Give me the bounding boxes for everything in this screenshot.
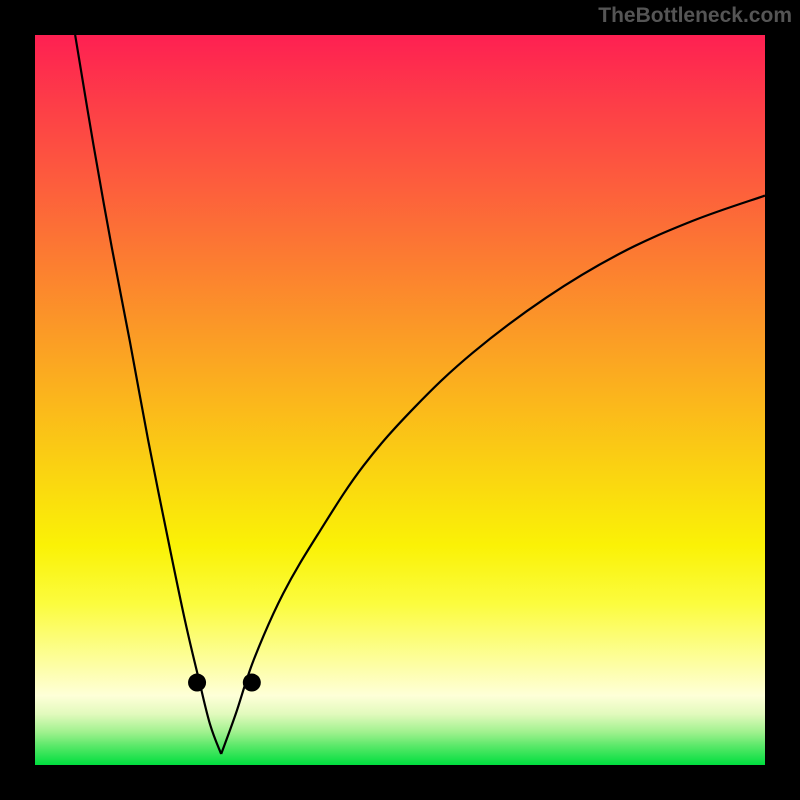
chart-container: TheBottleneck.com [0,0,800,800]
watermark-text: TheBottleneck.com [598,4,792,28]
curve-left-branch [75,35,221,754]
highlight-endpoint-left [188,674,206,692]
plot-area [35,35,765,765]
curve-right-branch [221,196,765,754]
highlight-endpoint-right [243,674,261,692]
curve-layer [35,35,765,765]
